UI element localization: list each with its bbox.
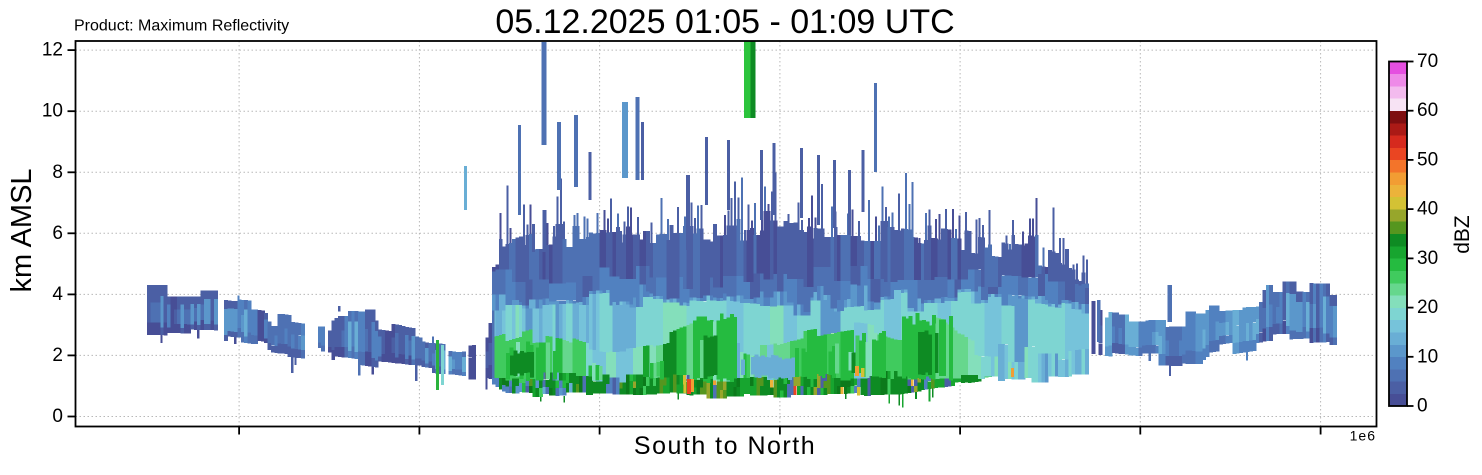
- svg-text:12: 12: [42, 40, 63, 61]
- svg-text:Product: Maximum Reflectivity: Product: Maximum Reflectivity: [74, 18, 289, 35]
- svg-text:60: 60: [1417, 100, 1438, 121]
- svg-text:1e6: 1e6: [1350, 428, 1376, 444]
- svg-text:km AMSL: km AMSL: [6, 168, 38, 292]
- svg-text:8: 8: [52, 162, 63, 183]
- svg-text:2: 2: [52, 345, 63, 366]
- svg-text:20: 20: [1417, 297, 1438, 318]
- svg-text:South to North: South to North: [634, 432, 816, 460]
- svg-text:40: 40: [1417, 199, 1438, 220]
- svg-text:30: 30: [1417, 248, 1438, 269]
- svg-text:50: 50: [1417, 149, 1438, 170]
- svg-text:6: 6: [52, 223, 63, 244]
- svg-text:dBZ: dBZ: [1451, 215, 1474, 254]
- svg-text:4: 4: [52, 284, 63, 305]
- svg-text:05.12.2025 01:05 - 01:09 UTC: 05.12.2025 01:05 - 01:09 UTC: [495, 3, 954, 41]
- svg-text:0: 0: [1417, 396, 1428, 417]
- svg-text:10: 10: [42, 101, 63, 122]
- svg-text:10: 10: [1417, 346, 1438, 367]
- svg-text:0: 0: [52, 406, 63, 427]
- svg-text:70: 70: [1417, 51, 1438, 72]
